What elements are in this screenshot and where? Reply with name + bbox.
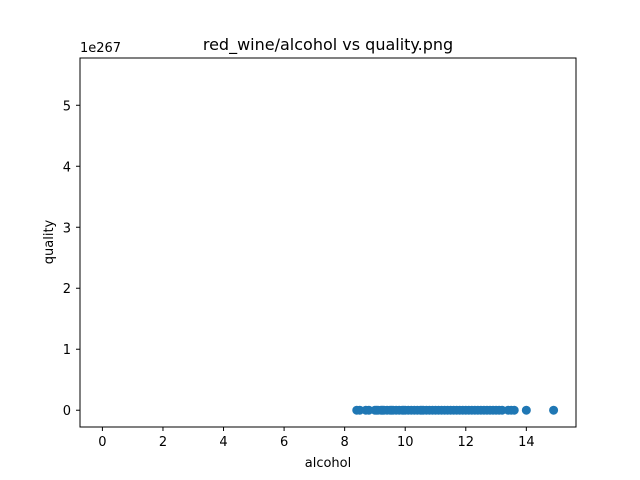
y-tick-label: 0 [63, 404, 71, 419]
y-tick-label: 4 [63, 160, 71, 175]
plot-frame [79, 57, 577, 428]
y-tick-label: 2 [63, 282, 71, 297]
chart-title: red_wine/alcohol vs quality.png [203, 35, 453, 55]
x-tick-label: 6 [280, 435, 288, 450]
data-points [352, 405, 559, 415]
x-tick-label: 4 [219, 435, 227, 450]
y-axis-label: quality [42, 219, 57, 264]
y-offset-text: 1e267 [80, 41, 121, 56]
data-point [509, 405, 519, 415]
y-tick-label: 3 [63, 221, 71, 236]
data-point [549, 405, 559, 415]
x-axis-label: alcohol [305, 456, 351, 471]
x-axis-ticks: 0 2 4 6 8 10 12 14 [98, 427, 535, 450]
x-tick-label: 2 [159, 435, 167, 450]
x-tick-label: 8 [341, 435, 349, 450]
x-tick-label: 10 [397, 435, 414, 450]
y-axis-ticks: 0 1 2 3 4 5 [63, 99, 80, 419]
x-tick-label: 14 [518, 435, 535, 450]
data-point [521, 405, 531, 415]
y-tick-label: 5 [63, 99, 71, 114]
x-tick-label: 0 [98, 435, 106, 450]
y-tick-label: 1 [63, 343, 71, 358]
x-tick-label: 12 [458, 435, 475, 450]
